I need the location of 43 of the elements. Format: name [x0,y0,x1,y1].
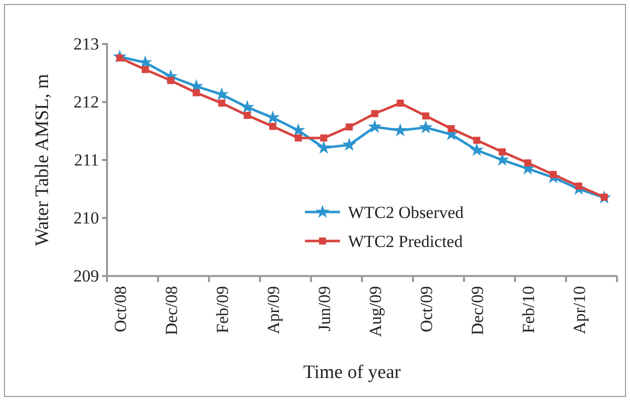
point [470,142,484,156]
point [371,110,378,118]
y-tick-label: 213 [74,34,99,54]
point [240,100,254,114]
point [269,122,276,130]
point [473,136,480,144]
y-tick-label: 209 [74,266,99,286]
point [294,134,302,142]
point [524,159,532,166]
point [346,123,353,130]
point [393,123,408,136]
point [396,100,404,107]
x-tick-label: Feb/10 [518,286,538,334]
point [422,112,430,120]
point [498,148,506,156]
point [244,112,251,119]
x-tick-label: Apr/10 [570,286,589,334]
legend-label: WTC2 Observed [348,203,464,222]
point [218,100,226,107]
point [167,77,174,84]
y-axis-title: Water Table AMSL, m [32,74,53,246]
x-tick-label: Aug/09 [366,286,385,337]
point [320,134,328,142]
y-tick-label: 210 [74,208,99,228]
x-tick-label: Jun/09 [314,286,334,332]
x-tick-label: Apr/09 [264,286,283,334]
y-tick-label: 212 [74,92,99,112]
y-tick-label: 211 [74,150,99,170]
x-axis-title: Time of year [303,362,402,383]
legend-label: WTC2 Predicted [348,232,464,251]
x-tick-label: Oct/09 [416,286,436,332]
point [368,120,382,133]
x-tick-label: Dec/08 [162,286,181,336]
point [192,89,200,96]
point [448,125,455,132]
point [316,140,331,154]
x-tick-label: Dec/09 [468,286,487,336]
x-tick-label: Feb/09 [212,286,232,334]
point [342,138,356,151]
point [291,123,306,136]
point [418,120,433,134]
point [142,66,149,74]
x-tick-label: Oct/08 [110,286,130,332]
